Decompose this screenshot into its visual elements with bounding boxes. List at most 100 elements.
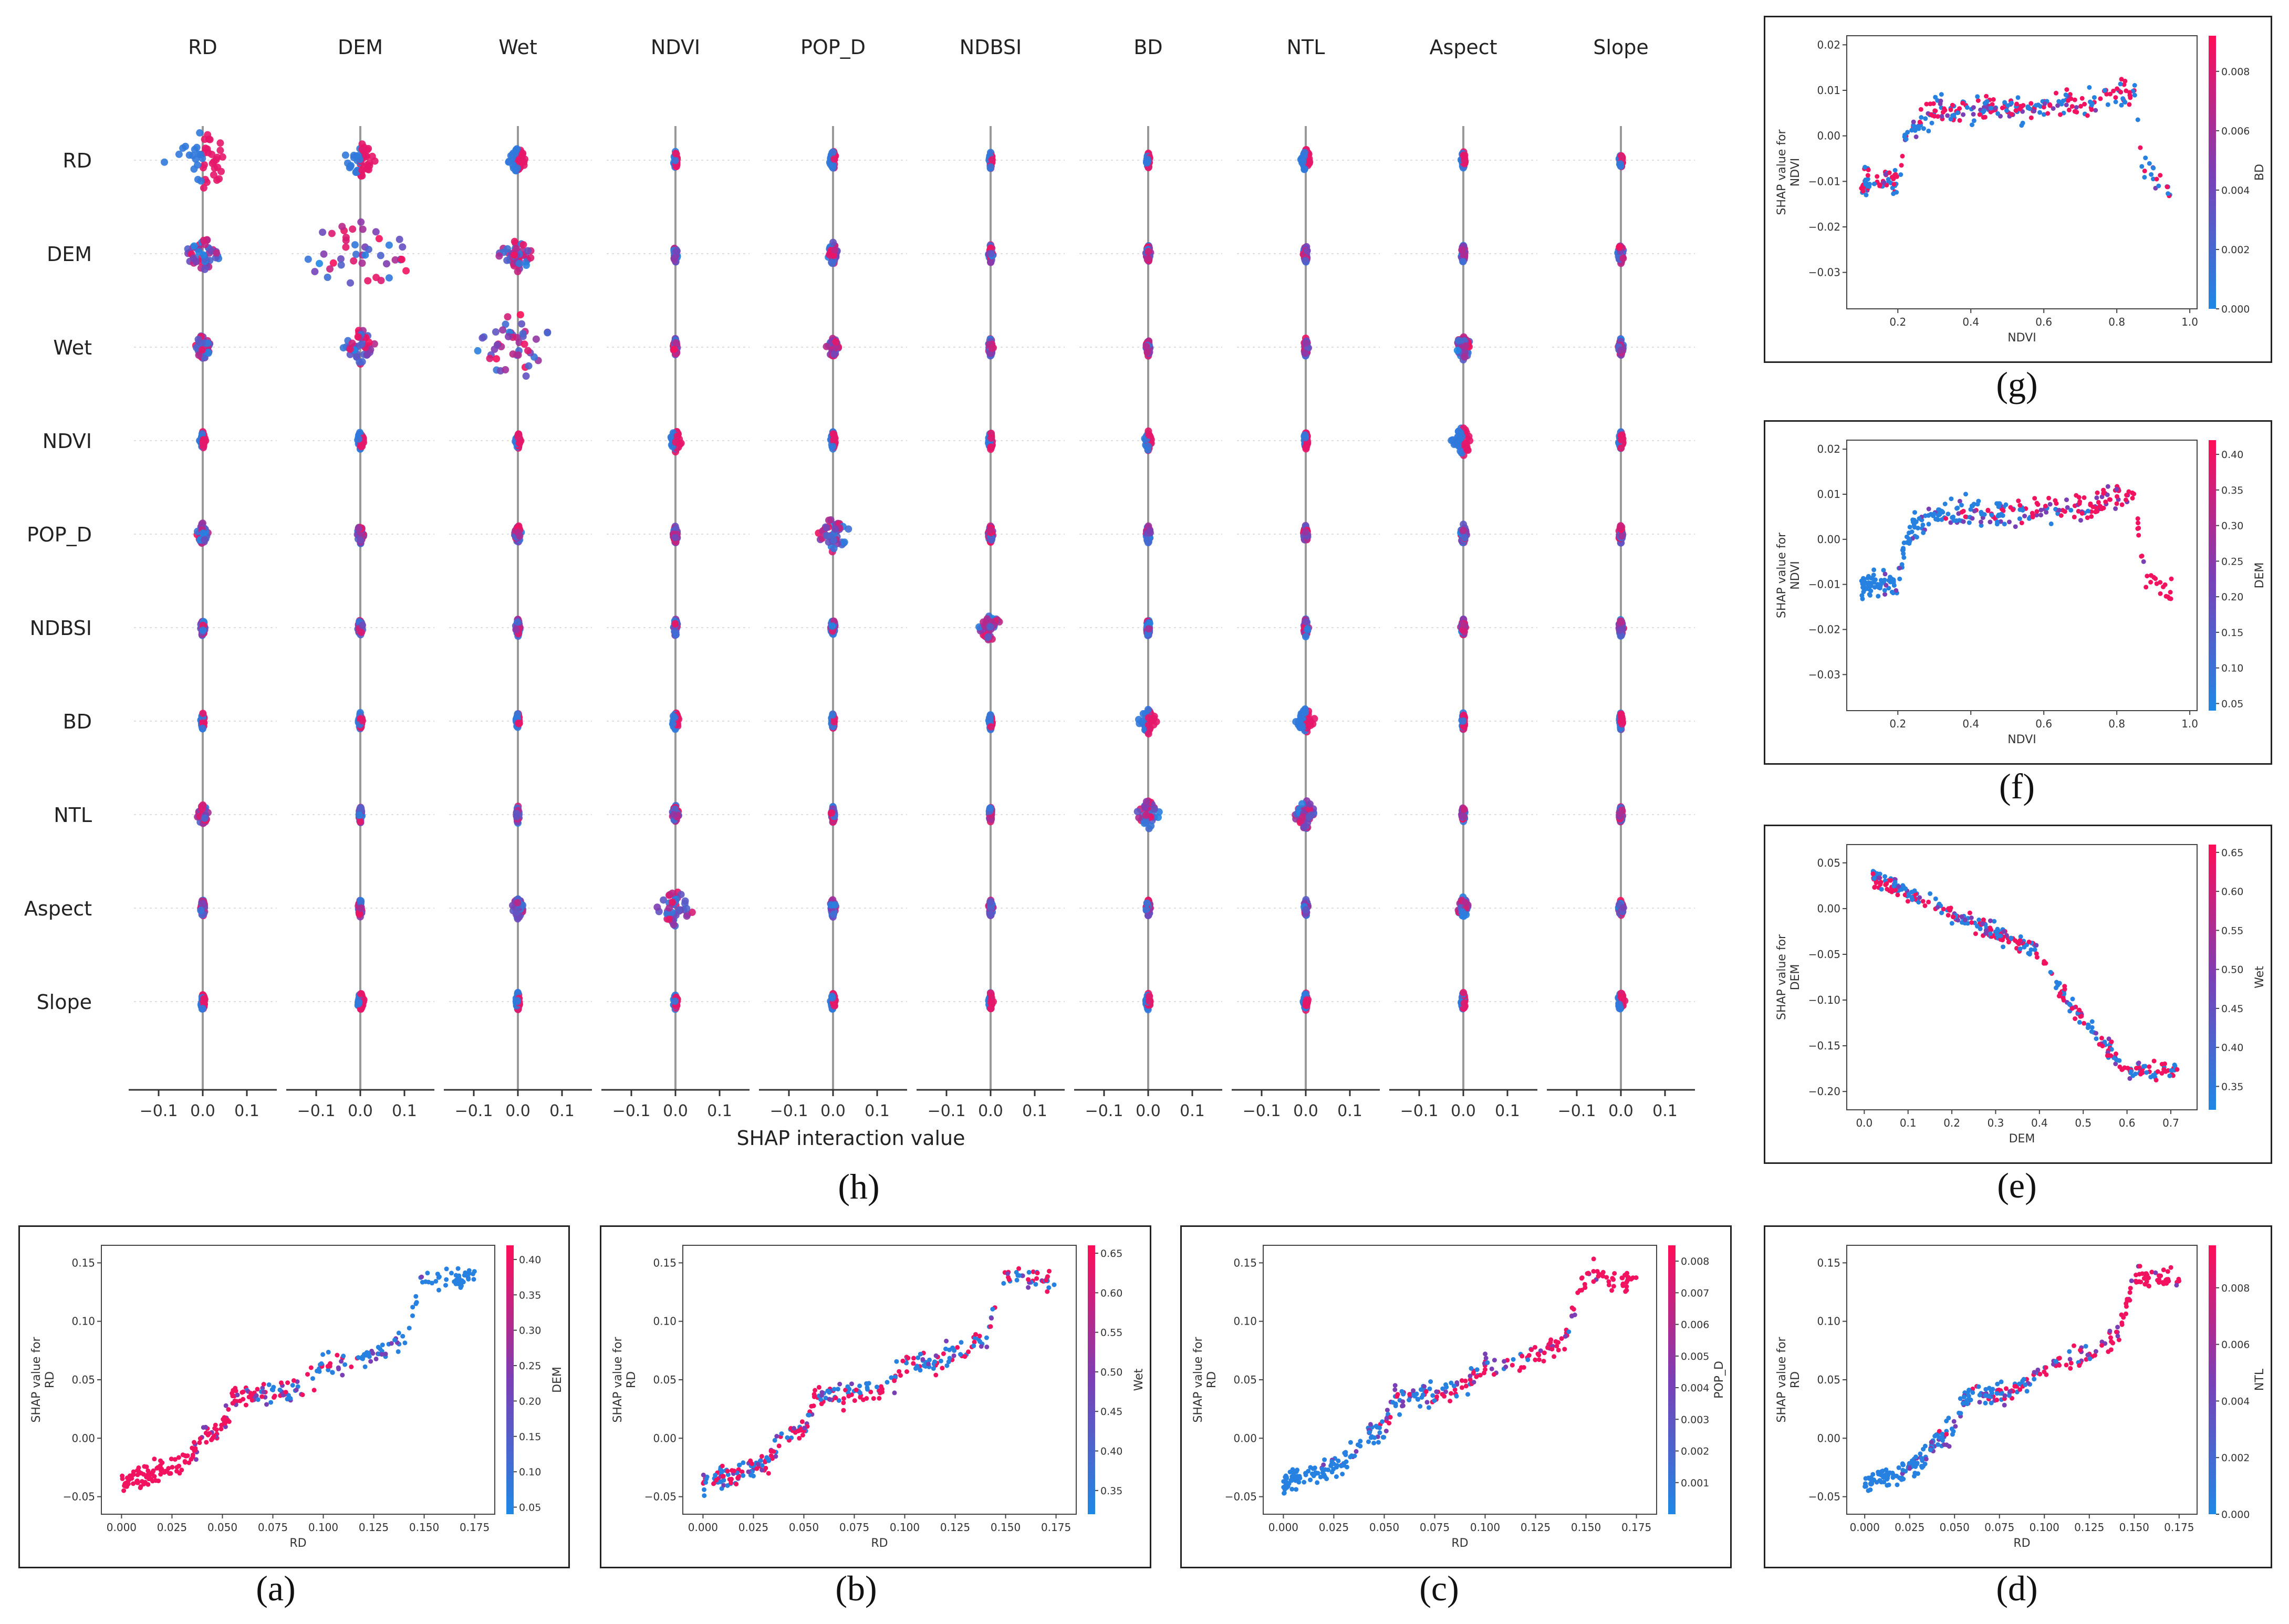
interaction-point bbox=[338, 223, 346, 231]
interaction-point bbox=[1298, 800, 1306, 808]
interaction-point bbox=[316, 259, 323, 267]
interaction-point bbox=[828, 992, 836, 1000]
dependence-point bbox=[261, 1382, 266, 1387]
dependence-plot-a: 0.000 0.025 0.050 0.075 0.100 0.125 0.150 0.175… bbox=[18, 1225, 570, 1568]
interaction-point bbox=[372, 228, 380, 236]
dependence-point bbox=[464, 1273, 470, 1278]
interaction-point bbox=[512, 626, 520, 634]
dependence-point bbox=[201, 1425, 206, 1430]
interaction-point bbox=[653, 903, 661, 911]
interaction-point bbox=[1303, 247, 1311, 255]
dependence-point bbox=[193, 1457, 199, 1462]
interaction-point bbox=[514, 915, 522, 923]
interaction-point bbox=[1299, 158, 1307, 166]
interaction-point bbox=[196, 129, 204, 137]
interaction-point bbox=[359, 225, 367, 233]
interaction-point bbox=[360, 163, 368, 171]
interaction-point bbox=[671, 620, 679, 628]
dependence-point bbox=[197, 1440, 202, 1445]
dependence-point bbox=[413, 1301, 419, 1306]
interaction-point bbox=[354, 333, 362, 341]
dependence-point bbox=[444, 1266, 449, 1272]
interaction-point bbox=[827, 901, 835, 909]
dependence-point bbox=[311, 1388, 317, 1393]
interaction-point bbox=[669, 712, 677, 720]
interaction-point bbox=[478, 334, 486, 342]
interaction-point bbox=[523, 262, 530, 269]
dependence-point bbox=[370, 1351, 376, 1356]
dependence-point bbox=[425, 1271, 430, 1276]
row-label-bd: BD bbox=[63, 710, 92, 733]
interaction-point bbox=[189, 152, 196, 160]
interaction-point bbox=[669, 720, 677, 728]
dependence-point bbox=[142, 1464, 147, 1469]
interaction-point bbox=[987, 443, 995, 451]
x-tick-label: 0.1 bbox=[234, 1102, 259, 1120]
colorbar-tick-label: 0.10 bbox=[519, 1466, 541, 1478]
interaction-point bbox=[504, 313, 512, 321]
dependence-point bbox=[237, 1398, 243, 1403]
interaction-point bbox=[672, 248, 680, 256]
interaction-point bbox=[341, 151, 349, 159]
dependence-point bbox=[449, 1271, 454, 1276]
x-tick-label: −0.1 bbox=[1400, 1102, 1439, 1120]
y-tick-label: −0.05 bbox=[644, 1491, 677, 1503]
interaction-point bbox=[358, 145, 366, 153]
interaction-point bbox=[1143, 159, 1150, 166]
interaction-point bbox=[356, 358, 363, 366]
interaction-point bbox=[1146, 527, 1154, 535]
dependence-point bbox=[336, 1366, 341, 1371]
interaction-point bbox=[342, 243, 350, 251]
interaction-point bbox=[845, 525, 852, 533]
interaction-point bbox=[1619, 254, 1627, 262]
y-axis-title: SHAP value for bbox=[30, 1336, 43, 1422]
interaction-point bbox=[199, 1005, 206, 1013]
interaction-point bbox=[1617, 619, 1625, 626]
column-label-pop_d: POP_D bbox=[800, 36, 866, 59]
interaction-point bbox=[1459, 526, 1467, 534]
interaction-point bbox=[1459, 258, 1467, 266]
x-tick-label: 0.1 bbox=[1337, 1102, 1362, 1120]
dependence-point bbox=[259, 1394, 265, 1399]
interaction-point bbox=[672, 525, 680, 533]
x-tick-label: 0.175 bbox=[1041, 1521, 1071, 1534]
x-tick-label: −0.1 bbox=[1085, 1102, 1123, 1120]
interaction-point bbox=[1142, 811, 1150, 819]
x-axis-title: RD bbox=[289, 1537, 306, 1550]
column-label-slope: Slope bbox=[1593, 36, 1648, 59]
x-tick-label: 0.000 bbox=[688, 1521, 718, 1534]
dependence-plot-b: 0.000 0.025 0.050 0.075 0.100 0.125 0.150 0.175… bbox=[600, 1225, 1151, 1568]
dependence-point bbox=[430, 1281, 434, 1286]
x-tick-label: 0.000 bbox=[107, 1521, 137, 1534]
interaction-point bbox=[1143, 348, 1151, 356]
interaction-point bbox=[200, 436, 207, 444]
interaction-point bbox=[402, 267, 410, 275]
interaction-point bbox=[828, 162, 836, 170]
dependence-point bbox=[288, 1396, 293, 1401]
interaction-point bbox=[823, 532, 830, 539]
interaction-point bbox=[986, 623, 994, 631]
dependence-point bbox=[158, 1468, 163, 1473]
row-label-dem: DEM bbox=[47, 243, 92, 266]
interaction-point bbox=[391, 256, 399, 264]
dependence-point bbox=[283, 1390, 288, 1395]
x-tick-label: 0.075 bbox=[839, 1521, 869, 1534]
interaction-point bbox=[363, 351, 371, 359]
interaction-point bbox=[1461, 534, 1469, 542]
interaction-point bbox=[829, 148, 837, 156]
dependence-point bbox=[466, 1268, 472, 1273]
interaction-point bbox=[671, 628, 679, 636]
interaction-point bbox=[517, 153, 525, 161]
interaction-point bbox=[1453, 347, 1461, 355]
dependence-point bbox=[319, 1361, 324, 1366]
interaction-point bbox=[346, 345, 354, 353]
interaction-point bbox=[672, 438, 680, 446]
dependence-point bbox=[368, 1359, 373, 1364]
dependence-point bbox=[361, 1353, 367, 1358]
dependence-point bbox=[437, 1274, 442, 1279]
dependence-point bbox=[169, 1456, 174, 1462]
interaction-point bbox=[987, 249, 995, 257]
dependence-point bbox=[362, 1364, 368, 1369]
interaction-point bbox=[671, 157, 679, 164]
dependence-point bbox=[410, 1305, 415, 1310]
